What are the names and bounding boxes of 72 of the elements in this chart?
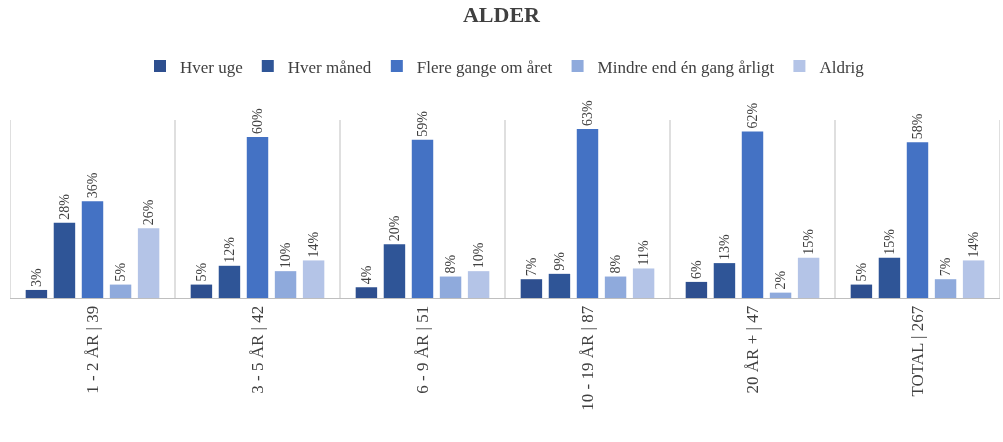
bar xyxy=(685,281,708,298)
data-label: 60% xyxy=(250,107,266,134)
x-tick-label: 1 - 2 ÅR | 39 xyxy=(83,305,103,394)
bar xyxy=(218,265,241,298)
bar xyxy=(383,244,406,298)
legend-label: Hver uge xyxy=(180,57,243,77)
data-label: 58% xyxy=(910,113,925,140)
x-tick-label: 10 - 19 ÅR | 87 xyxy=(578,305,598,411)
legend-label: Flere gange om året xyxy=(416,57,553,77)
data-label: 5% xyxy=(113,262,129,282)
bar xyxy=(137,228,160,298)
bar xyxy=(934,279,957,298)
legend-label: Hver måned xyxy=(287,57,372,77)
bar xyxy=(713,263,736,298)
data-label: 63% xyxy=(580,99,595,126)
data-label: 6% xyxy=(688,259,704,279)
bar xyxy=(53,222,76,298)
data-label: 14% xyxy=(306,231,322,258)
data-label: 8% xyxy=(443,254,459,274)
bar xyxy=(741,131,764,298)
bar xyxy=(274,271,297,298)
bar xyxy=(246,136,269,298)
bar xyxy=(467,271,490,298)
bar xyxy=(850,284,873,298)
bar xyxy=(109,284,132,298)
data-label: 14% xyxy=(966,231,982,258)
bar xyxy=(520,279,543,298)
bar xyxy=(769,292,792,298)
bar xyxy=(632,268,655,298)
data-label: 5% xyxy=(853,262,869,282)
data-label: 9% xyxy=(551,251,567,271)
data-label: 10% xyxy=(471,242,487,269)
x-tick-label: TOTAL | 267 xyxy=(908,305,928,397)
chart-title: ALDER xyxy=(462,2,542,28)
legend-label: Mindre end én gang årligt xyxy=(597,57,775,77)
bar xyxy=(548,273,571,298)
bar xyxy=(411,139,434,298)
data-label: 15% xyxy=(881,228,897,255)
data-label: 8% xyxy=(608,254,624,274)
bar xyxy=(962,260,985,298)
x-tick-label: 20 ÅR + | 47 xyxy=(743,305,763,394)
data-label: 11% xyxy=(636,239,652,266)
bar xyxy=(190,284,213,298)
bar xyxy=(302,260,325,298)
bar xyxy=(81,201,104,298)
bar xyxy=(355,287,378,298)
data-label: 15% xyxy=(801,228,817,255)
data-label: 10% xyxy=(278,242,294,269)
data-label: 7% xyxy=(938,257,954,277)
data-label: 36% xyxy=(85,172,100,199)
data-label: 4% xyxy=(358,265,374,285)
bar xyxy=(604,276,627,298)
data-label: 13% xyxy=(716,234,732,261)
x-tick-label: 3 - 5 ÅR | 42 xyxy=(248,305,268,394)
bar xyxy=(878,257,901,298)
data-label: 2% xyxy=(773,270,789,290)
bar xyxy=(439,276,462,298)
bar xyxy=(906,142,929,298)
bar xyxy=(797,257,820,298)
data-label: 5% xyxy=(193,262,209,282)
bar xyxy=(576,128,599,298)
legend-label: Aldrig xyxy=(819,57,865,77)
data-label: 20% xyxy=(386,215,402,242)
data-label: 26% xyxy=(141,199,157,226)
x-tick-label: 6 - 9 ÅR | 51 xyxy=(413,305,433,394)
bar xyxy=(25,289,48,298)
data-label: 59% xyxy=(415,110,431,137)
data-label: 28% xyxy=(56,193,72,220)
data-label: 3% xyxy=(28,267,44,287)
data-label: 12% xyxy=(221,236,237,263)
data-label: 62% xyxy=(745,102,761,129)
data-label: 7% xyxy=(523,257,539,277)
